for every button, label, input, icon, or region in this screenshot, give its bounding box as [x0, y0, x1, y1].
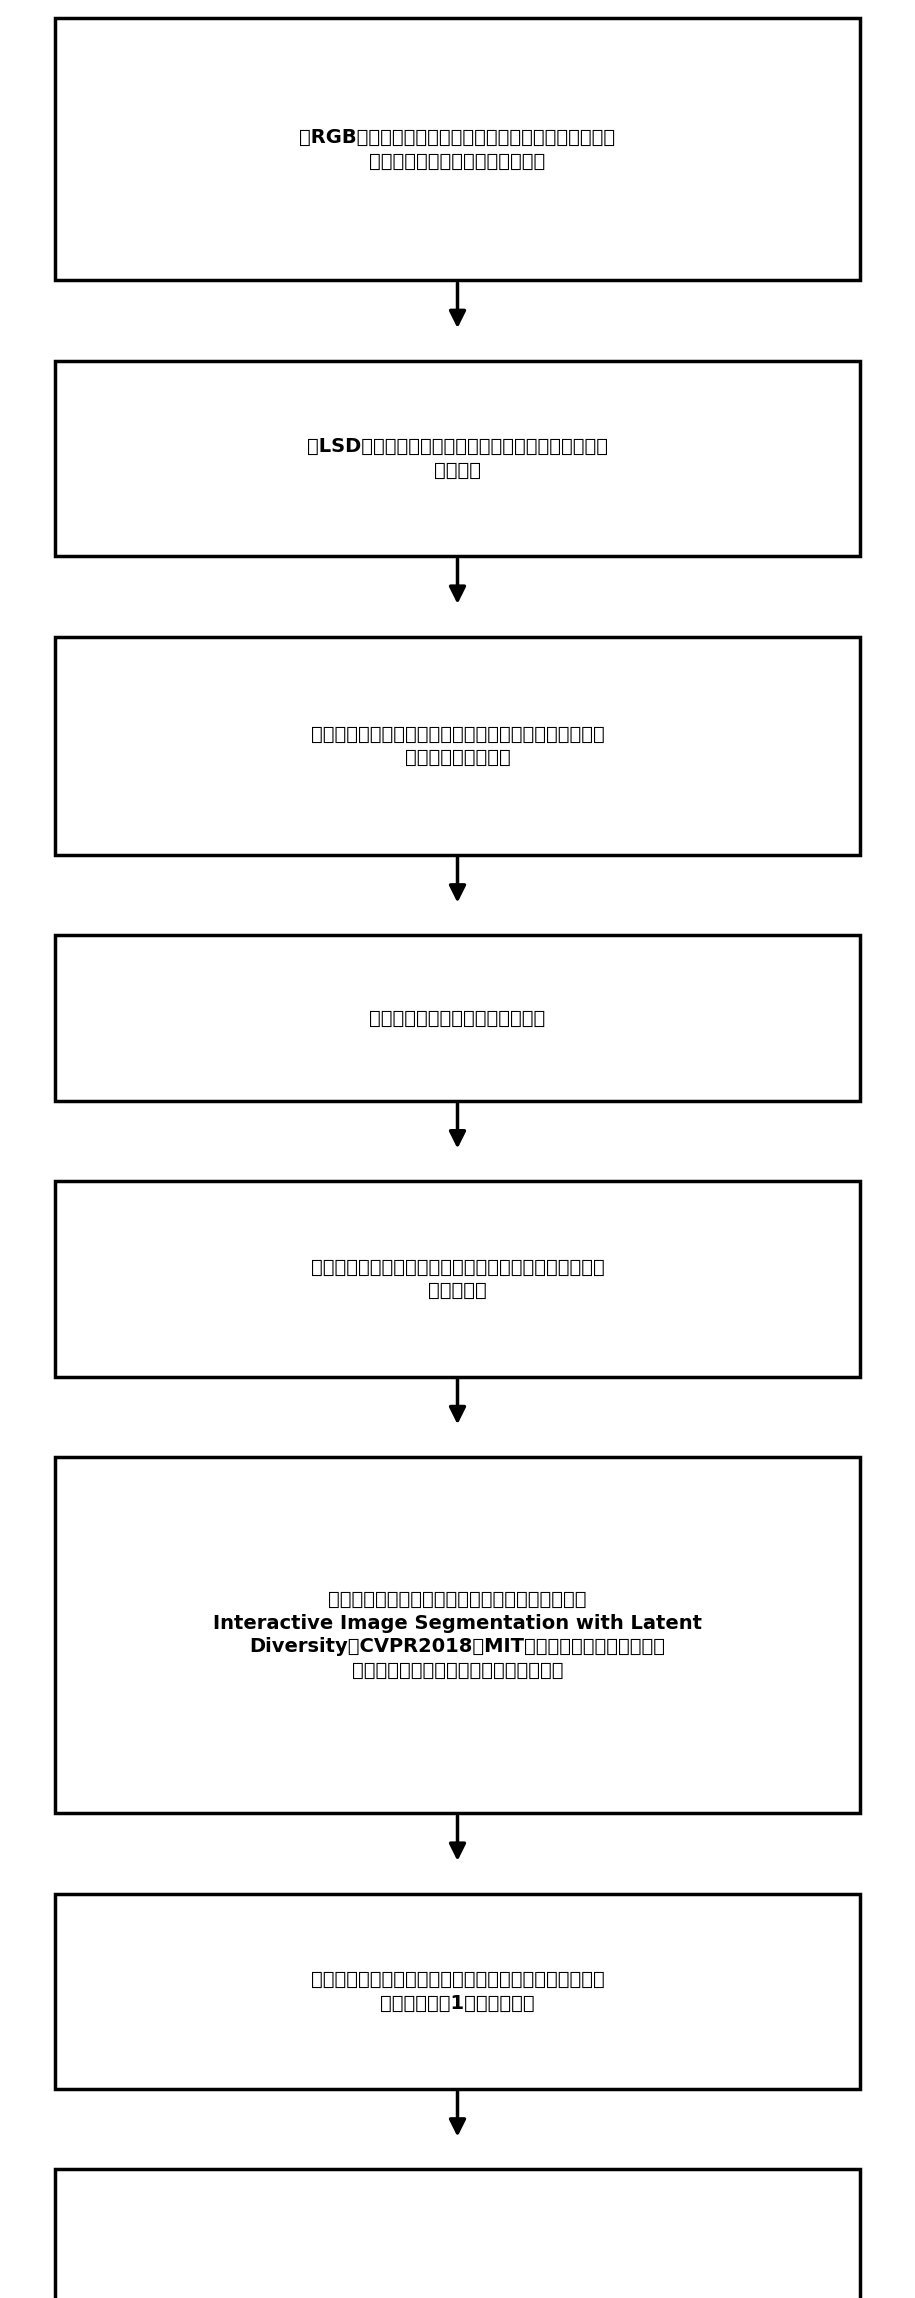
Bar — [55, 361, 860, 556]
Bar — [55, 2169, 860, 2298]
Bar — [55, 1181, 860, 1377]
Text: 树干区域在掩码矩阵中形成一个较大的连通区域，对该区
域提取宽度为1个像素的轮廓: 树干区域在掩码矩阵中形成一个较大的连通区域，对该区 域提取宽度为1个像素的轮廓 — [310, 1969, 605, 2013]
Text: 对原标签区域附近的图像进行切割，降低背景复杂度，减
小图像面积: 对原标签区域附近的图像进行切割，降低背景复杂度，减 小图像面积 — [310, 1257, 605, 1301]
Bar — [55, 637, 860, 855]
Bar — [55, 1894, 860, 2089]
Text: 在RGB颜色空间中，提取图像中的所有蓝色区域，位于图
像中心位置的连通区域为蓝色标签: 在RGB颜色空间中，提取图像中的所有蓝色区域，位于图 像中心位置的连通区域为蓝色… — [299, 129, 616, 170]
Bar — [55, 18, 860, 280]
Bar — [55, 1457, 860, 1813]
Bar — [55, 935, 860, 1101]
Text: 用LSD直线检测算法，提取标签长轴和短轴在图像中的
像素长度: 用LSD直线检测算法，提取标签长轴和短轴在图像中的 像素长度 — [307, 437, 608, 480]
Text: 根据标签长轴和短轴的实际长度以及相机焦距，推算出镜
头与标签中心的距离: 根据标签长轴和短轴的实际长度以及相机焦距，推算出镜 头与标签中心的距离 — [310, 724, 605, 768]
Text: 利用标签附近的树皮覆盖标签区域: 利用标签附近的树皮覆盖标签区域 — [370, 1009, 545, 1027]
Text: 采用基于深度卷积神经网络的交互式图像分割算法
Interactive Image Segmentation with Latent
Diversity（CVPR: 采用基于深度卷积神经网络的交互式图像分割算法 Interactive Image… — [213, 1590, 702, 1680]
